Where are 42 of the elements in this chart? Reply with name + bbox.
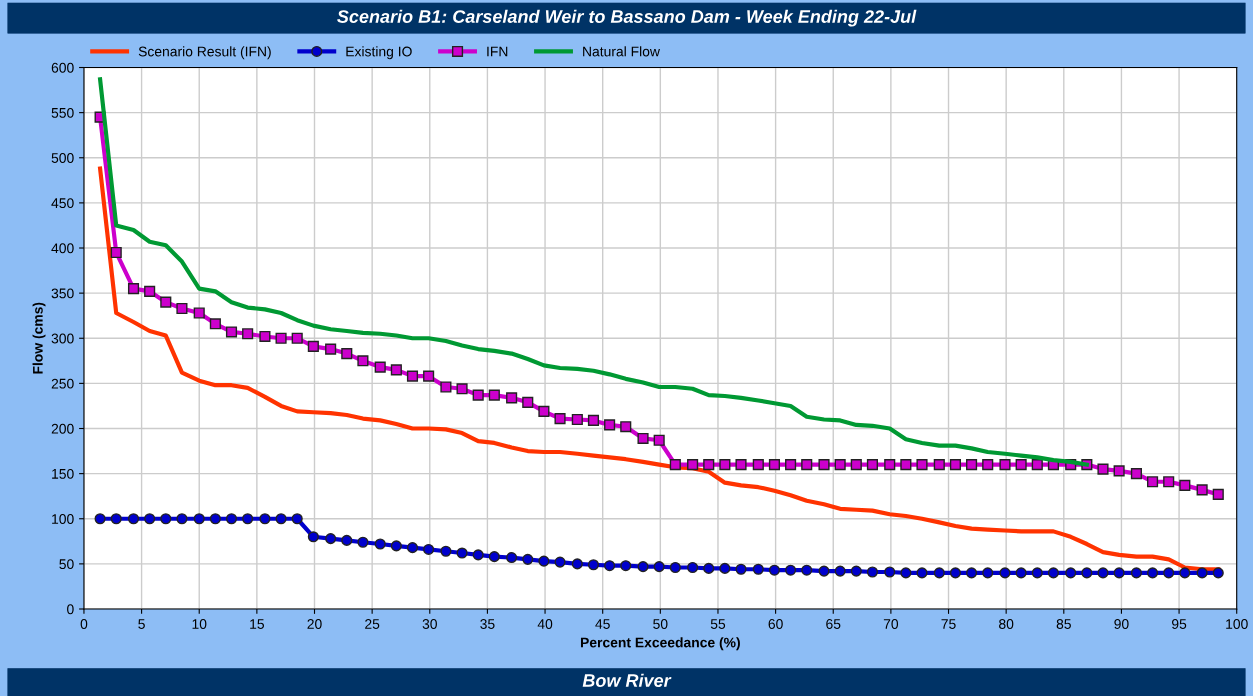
chart-title: Scenario B1: Carseland Weir to Bassano Dam - Week Ending 22-Jul bbox=[337, 9, 917, 27]
x-tick-label: 90 bbox=[1114, 619, 1129, 629]
x-tick-label: 100 bbox=[1226, 619, 1248, 629]
y-tick-label: 300 bbox=[51, 333, 74, 344]
x-tick-label: 75 bbox=[941, 619, 956, 629]
y-tick-label: 400 bbox=[51, 243, 74, 254]
x-tick-label: 50 bbox=[653, 619, 668, 629]
y-tick-label: 350 bbox=[51, 288, 74, 299]
x-tick-label: 0 bbox=[80, 619, 88, 629]
y-tick-label: 500 bbox=[51, 153, 74, 163]
y-tick-label: 100 bbox=[52, 514, 74, 524]
y-tick-label: 0 bbox=[67, 604, 74, 615]
legend-label: IFN bbox=[487, 46, 508, 57]
legend-label: Scenario Result (IFN) bbox=[138, 46, 271, 60]
y-axis-title: Flow (cms) bbox=[32, 302, 46, 374]
y-tick-label: 450 bbox=[51, 198, 74, 209]
x-tick-label: 45 bbox=[595, 619, 610, 629]
x-tick-label: 70 bbox=[883, 619, 899, 629]
y-tick-label: 200 bbox=[51, 423, 74, 434]
legend-label: Existing IO bbox=[346, 46, 412, 60]
text: Bow River bbox=[582, 673, 672, 687]
x-tick-label: 10 bbox=[192, 619, 207, 629]
x-tick-label: 35 bbox=[480, 619, 495, 629]
x-tick-label: 5 bbox=[138, 619, 145, 629]
x-tick-label: 60 bbox=[768, 619, 783, 629]
y-tick-label: 150 bbox=[52, 468, 74, 479]
y-tick-label: 50 bbox=[59, 559, 74, 570]
legend-label: Natural Flow bbox=[583, 46, 660, 57]
y-tick-label: 250 bbox=[51, 378, 74, 389]
y-tick-label: 550 bbox=[51, 107, 74, 118]
x-tick-label: 40 bbox=[537, 619, 553, 629]
x-tick-label: 20 bbox=[307, 619, 322, 629]
x-tick-label: 15 bbox=[250, 619, 265, 629]
x-tick-label: 80 bbox=[999, 619, 1014, 629]
y-tick-label: 600 bbox=[51, 62, 74, 73]
x-tick-label: 95 bbox=[1172, 619, 1187, 629]
x-tick-label: 55 bbox=[710, 619, 726, 629]
x-tick-label: 25 bbox=[365, 619, 380, 629]
x-tick-label: 65 bbox=[826, 619, 841, 629]
x-tick-label: 85 bbox=[1056, 619, 1071, 629]
x-tick-label: 30 bbox=[422, 619, 437, 629]
x-axis-title: Percent Exceedance (%) bbox=[580, 637, 740, 651]
